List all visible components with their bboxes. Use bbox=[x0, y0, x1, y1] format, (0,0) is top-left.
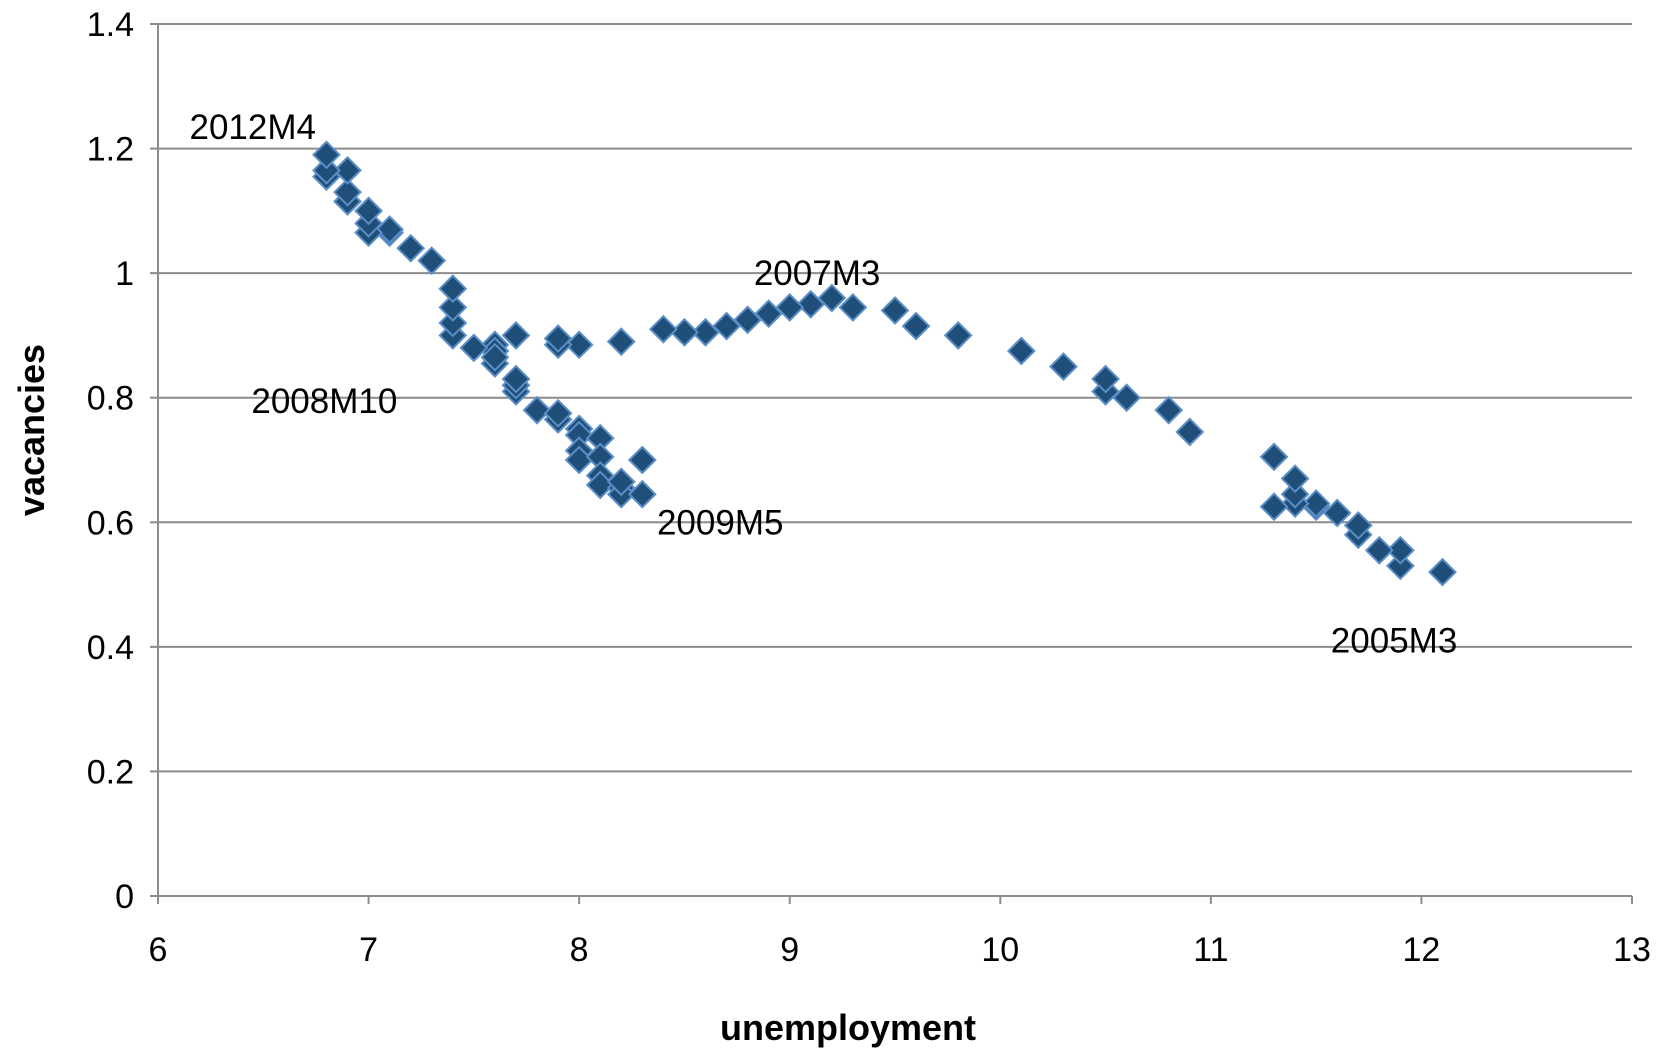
y-tick-label: 1.4 bbox=[87, 6, 134, 44]
x-tick-label: 11 bbox=[1193, 931, 1228, 969]
data-point bbox=[838, 292, 868, 322]
data-point bbox=[501, 364, 531, 394]
data-point bbox=[1112, 383, 1142, 413]
data-point bbox=[1343, 510, 1373, 540]
data-point bbox=[1175, 417, 1205, 447]
y-tick-label: 1.2 bbox=[87, 131, 134, 169]
data-point bbox=[627, 479, 657, 509]
data-point bbox=[333, 177, 362, 207]
data-point bbox=[691, 317, 720, 347]
x-tick-label: 7 bbox=[359, 931, 378, 969]
data-point bbox=[396, 233, 426, 263]
x-axis-title: unemployment bbox=[720, 1007, 976, 1048]
y-tick-label: 0.8 bbox=[87, 380, 134, 418]
data-point bbox=[733, 305, 763, 335]
data-point bbox=[459, 333, 489, 363]
data-point bbox=[522, 395, 552, 425]
y-tick-label: 0 bbox=[115, 878, 134, 916]
data-point bbox=[1006, 336, 1036, 366]
data-point bbox=[312, 155, 341, 185]
data-point bbox=[543, 324, 573, 353]
data-points bbox=[312, 140, 1457, 587]
data-point bbox=[606, 327, 636, 357]
data-point bbox=[438, 274, 468, 304]
data-point bbox=[501, 321, 531, 350]
data-point bbox=[438, 292, 468, 322]
data-point bbox=[880, 296, 910, 325]
data-point bbox=[670, 317, 699, 347]
y-tick-label: 1 bbox=[115, 255, 134, 293]
data-point bbox=[1385, 535, 1415, 565]
data-point bbox=[438, 308, 468, 338]
annotation-label: 2007M3 bbox=[754, 254, 880, 293]
data-point bbox=[480, 342, 510, 372]
data-point bbox=[354, 196, 383, 226]
data-point bbox=[1301, 489, 1331, 519]
data-point bbox=[754, 299, 784, 329]
annotation-label: 2009M5 bbox=[657, 503, 783, 542]
annotation-label: 2005M3 bbox=[1331, 622, 1457, 661]
y-tick-label: 0.2 bbox=[87, 753, 134, 791]
x-tick-label: 10 bbox=[981, 931, 1019, 969]
data-point bbox=[648, 314, 678, 344]
data-point bbox=[543, 398, 573, 428]
y-tick-labels: 0 0.2 0.4 0.6 0.8 1 1.2 1.4 bbox=[87, 6, 134, 916]
data-point bbox=[1364, 535, 1394, 565]
data-point bbox=[1280, 479, 1310, 509]
x-tick-label: 6 bbox=[149, 931, 168, 969]
data-point bbox=[1259, 492, 1289, 522]
axes bbox=[150, 23, 1633, 904]
y-tick-label: 0.4 bbox=[87, 629, 134, 667]
data-point bbox=[1091, 364, 1120, 394]
y-axis-title: vacancies bbox=[11, 344, 52, 516]
data-point bbox=[712, 311, 741, 341]
x-tick-label: 9 bbox=[780, 931, 799, 969]
data-point bbox=[417, 246, 447, 276]
data-point bbox=[1154, 395, 1184, 425]
x-tick-label: 13 bbox=[1613, 931, 1651, 969]
data-point bbox=[775, 292, 805, 322]
data-point bbox=[796, 289, 826, 319]
data-point bbox=[901, 311, 931, 341]
data-point bbox=[817, 283, 847, 313]
data-point bbox=[1259, 442, 1289, 472]
annotation-label: 2008M10 bbox=[251, 382, 397, 421]
data-point bbox=[1280, 464, 1310, 494]
data-point bbox=[375, 215, 405, 244]
data-point bbox=[1385, 551, 1415, 581]
data-point bbox=[312, 140, 341, 170]
y-tick-label: 0.6 bbox=[87, 504, 134, 542]
data-point bbox=[627, 445, 657, 475]
x-tick-label: 8 bbox=[570, 931, 589, 969]
data-point bbox=[1428, 557, 1457, 587]
data-point bbox=[943, 321, 973, 350]
annotation-label: 2012M4 bbox=[190, 108, 316, 147]
data-point bbox=[606, 467, 636, 497]
grid-lines bbox=[158, 23, 1632, 773]
data-point bbox=[333, 155, 362, 185]
data-point bbox=[1049, 352, 1078, 381]
x-tick-label: 12 bbox=[1403, 931, 1441, 969]
annotations: 2012M4 2007M3 2008M10 2009M5 2005M3 bbox=[190, 108, 1458, 661]
x-tick-labels: 6 7 8 9 10 11 12 13 bbox=[149, 931, 1651, 969]
